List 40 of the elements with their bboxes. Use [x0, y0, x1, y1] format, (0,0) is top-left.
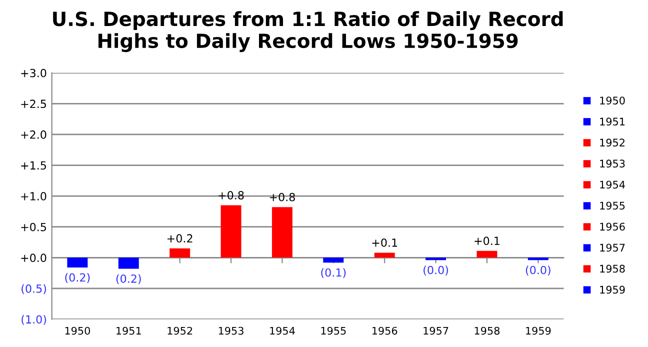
x-tick-label: 1954 [270, 326, 295, 335]
y-tick-label: +3.0 [21, 68, 46, 78]
y-tick-label: +0.0 [21, 254, 46, 262]
legend-label: 1952 [600, 138, 624, 147]
y-tick-label: +0.5 [21, 222, 46, 232]
y-tick-label: +1.0 [21, 192, 46, 200]
y-tick-label: +1.5 [21, 161, 46, 170]
y-tick-label: (0.5) [22, 284, 46, 294]
x-tick-label: 1956 [372, 326, 398, 335]
legend-label: 1954 [600, 180, 625, 189]
legend-label: 1955 [600, 202, 625, 210]
x-tick-label: 1959 [526, 326, 551, 335]
legend-label: 1953 [600, 160, 625, 168]
data-label: +0.1 [372, 238, 398, 247]
data-label: +0.8 [218, 191, 244, 200]
legend-label: 1958 [600, 264, 625, 273]
y-tick-label: (1.0) [22, 315, 46, 325]
data-label: +0.2 [168, 234, 192, 243]
data-label: +0.8 [270, 192, 295, 202]
x-tick-label: 1950 [65, 326, 90, 335]
data-label: (0.2) [65, 273, 90, 283]
data-label: (0.2) [116, 274, 141, 284]
data-label: +0.1 [474, 236, 500, 246]
y-tick-label: +2.0 [21, 130, 46, 139]
legend-label: 1956 [600, 222, 625, 231]
data-label: (0.0) [526, 266, 550, 276]
x-tick-label: 1957 [424, 326, 448, 335]
legend-label: 1959 [600, 286, 625, 294]
x-tick-label: 1958 [474, 326, 500, 335]
x-tick-label: 1952 [168, 326, 192, 335]
data-label: (0.0) [424, 266, 448, 276]
legend-label: 1957 [600, 244, 625, 252]
x-tick-label: 1951 [116, 326, 141, 335]
x-tick-label: 1955 [321, 326, 346, 335]
legend-label: 1950 [600, 96, 625, 104]
data-label: (0.1) [321, 268, 346, 278]
chart-title: U.S. Departures from 1:1 Ratio of Daily Record Highs to Daily Record Lows 1950-1959 [53, 11, 563, 52]
x-tick-label: 1953 [218, 326, 244, 335]
y-tick-label: +2.5 [21, 100, 46, 108]
legend-label: 1951 [600, 118, 625, 126]
